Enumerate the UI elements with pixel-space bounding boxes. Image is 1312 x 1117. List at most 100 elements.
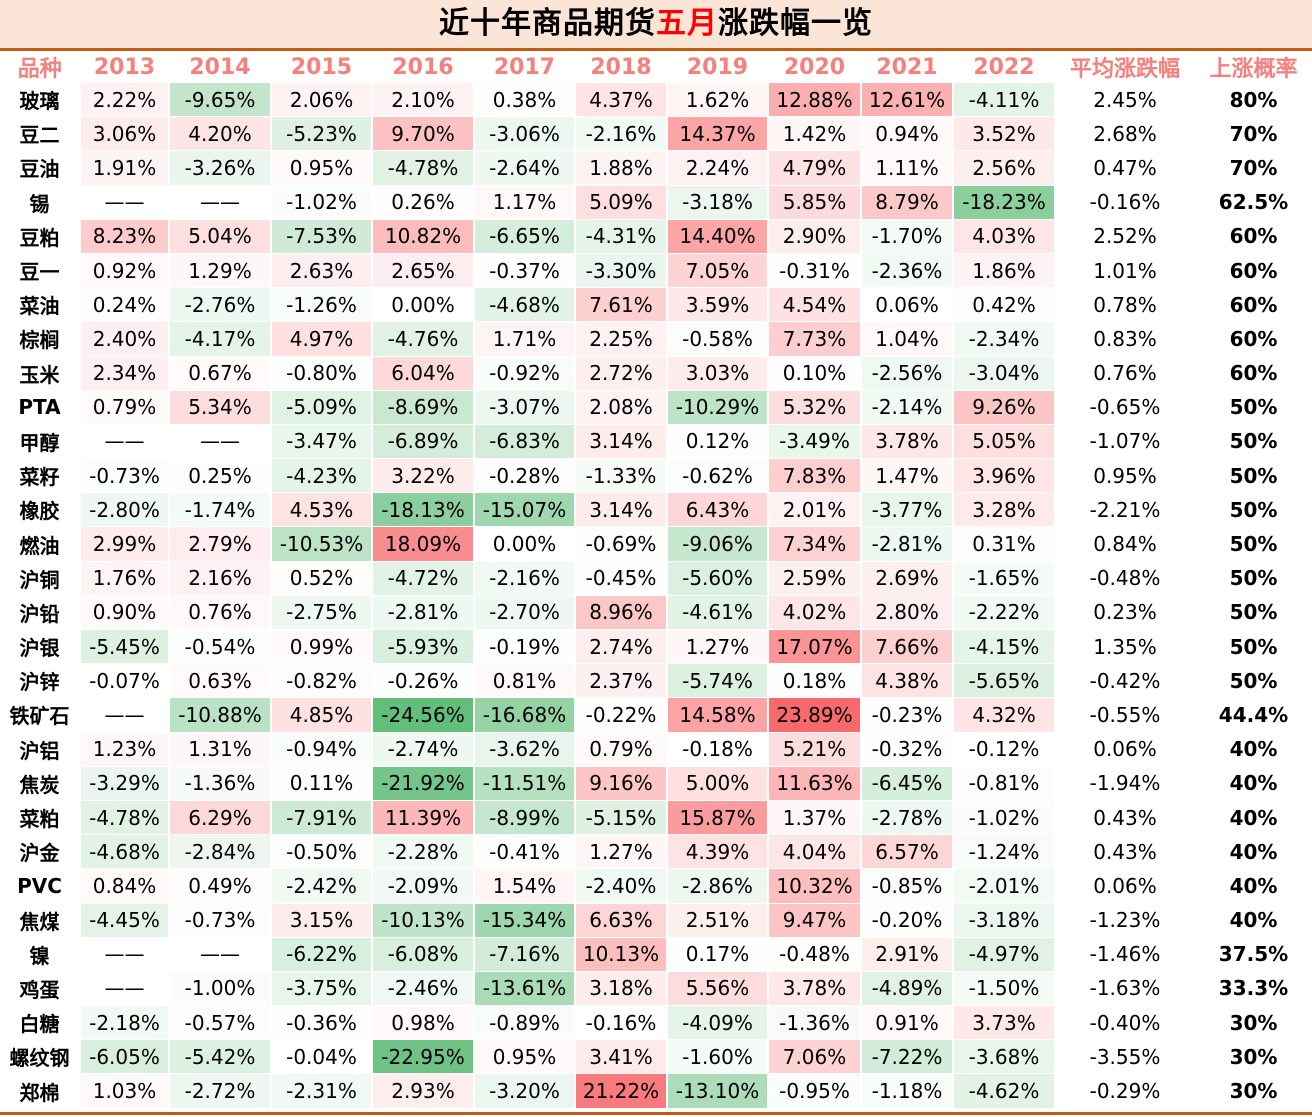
commodity-name: 沪金 bbox=[0, 834, 81, 870]
average-change: 0.23% bbox=[1055, 595, 1196, 631]
year-change: 1.62% bbox=[667, 83, 769, 118]
year-change: 9.16% bbox=[575, 766, 668, 801]
commodity-name: 白糖 bbox=[0, 1005, 81, 1041]
top-rule bbox=[0, 48, 1312, 51]
year-change: 10.32% bbox=[768, 868, 862, 904]
rise-probability: 44.4% bbox=[1195, 697, 1312, 733]
year-change: -16.68% bbox=[474, 697, 576, 733]
year-change: 7.83% bbox=[768, 458, 862, 494]
average-change: -1.07% bbox=[1055, 424, 1196, 460]
table-row: 沪锌 -0.07% 0.63% -0.82% -0.26% 0.81% 2.37% -5.74… bbox=[0, 663, 1312, 699]
average-change: -1.63% bbox=[1055, 971, 1196, 1007]
table-body: 玻璃 2.22% -9.65% 2.06% 2.10% 0.38% 4.37% 1.62% 12… bbox=[0, 83, 1312, 1109]
year-change: 3.96% bbox=[953, 458, 1056, 494]
average-change: -0.42% bbox=[1055, 663, 1196, 699]
commodity-name: 沪银 bbox=[0, 629, 81, 665]
year-change: -0.23% bbox=[861, 697, 954, 733]
bottom-rule bbox=[0, 1112, 1312, 1115]
rise-probability: 40% bbox=[1195, 834, 1312, 870]
year-change: -2.74% bbox=[372, 732, 475, 767]
commodity-name: 豆油 bbox=[0, 150, 81, 186]
table-row: 玉米 2.34% 0.67% -0.80% 6.04% -0.92% 2.72% 3.03% 0… bbox=[0, 356, 1312, 391]
rise-probability: 50% bbox=[1195, 424, 1312, 460]
year-change: -0.37% bbox=[474, 253, 576, 289]
year-change: 0.10% bbox=[768, 356, 862, 391]
year-change: -4.76% bbox=[372, 321, 475, 357]
year-change: -0.26% bbox=[372, 663, 475, 699]
year-change: 4.37% bbox=[575, 83, 668, 118]
year-change: -5.42% bbox=[169, 1039, 272, 1075]
year-change: -10.53% bbox=[271, 526, 373, 562]
year-change: -0.04% bbox=[271, 1039, 373, 1075]
year-change: -4.78% bbox=[80, 800, 170, 836]
year-change: -2.81% bbox=[861, 526, 954, 562]
average-change: 0.43% bbox=[1055, 834, 1196, 870]
year-change: 2.93% bbox=[372, 1073, 475, 1109]
year-change: 0.26% bbox=[372, 185, 475, 220]
rise-probability: 80% bbox=[1195, 83, 1312, 118]
year-change: -2.42% bbox=[271, 868, 373, 904]
commodity-name: 郑棉 bbox=[0, 1073, 81, 1109]
rise-probability: 50% bbox=[1195, 595, 1312, 631]
commodity-name: PVC bbox=[0, 868, 81, 904]
year-change: 1.71% bbox=[474, 321, 576, 357]
year-change: -7.91% bbox=[271, 800, 373, 836]
rise-probability: 50% bbox=[1195, 526, 1312, 562]
year-change: 0.79% bbox=[80, 390, 170, 425]
year-change: -1.02% bbox=[271, 185, 373, 220]
year-change: 0.98% bbox=[372, 1005, 475, 1041]
year-change: 4.39% bbox=[667, 834, 769, 870]
year-change: 2.80% bbox=[861, 595, 954, 631]
year-change: 1.27% bbox=[667, 629, 769, 665]
year-change: 2.37% bbox=[575, 663, 668, 699]
average-change: -0.55% bbox=[1055, 697, 1196, 733]
table-row: 豆二 3.06% 4.20% -5.23% 9.70% -3.06% -2.16% 14.37… bbox=[0, 116, 1312, 152]
year-change: 11.39% bbox=[372, 800, 475, 836]
year-change: 3.59% bbox=[667, 287, 769, 323]
year-change: -15.07% bbox=[474, 492, 576, 528]
column-header: 2015 bbox=[271, 51, 373, 83]
commodity-name: 豆一 bbox=[0, 253, 81, 289]
year-change: -0.22% bbox=[575, 697, 668, 733]
year-change: -1.50% bbox=[953, 971, 1056, 1007]
year-change: -1.36% bbox=[768, 1005, 862, 1041]
year-change: -3.49% bbox=[768, 424, 862, 460]
table-row: 菜籽 -0.73% 0.25% -4.23% 3.22% -0.28% -1.33% -0.6… bbox=[0, 458, 1312, 494]
year-change: 1.03% bbox=[80, 1073, 170, 1109]
year-change: 10.13% bbox=[575, 937, 668, 972]
average-change: 0.76% bbox=[1055, 356, 1196, 391]
year-change: 2.65% bbox=[372, 253, 475, 289]
year-change: -6.89% bbox=[372, 424, 475, 460]
year-change: -1.65% bbox=[953, 561, 1056, 596]
year-change: 0.17% bbox=[667, 937, 769, 972]
table-row: 焦煤 -4.45% -0.73% 3.15% -10.13% -15.34% 6.63% 2.… bbox=[0, 903, 1312, 938]
year-change: -4.11% bbox=[953, 83, 1056, 118]
rise-probability: 50% bbox=[1195, 629, 1312, 665]
year-change: -3.68% bbox=[953, 1039, 1056, 1075]
year-change: -0.32% bbox=[861, 732, 954, 767]
year-change: —— bbox=[169, 185, 272, 220]
average-change: 0.78% bbox=[1055, 287, 1196, 323]
average-change: 0.95% bbox=[1055, 458, 1196, 494]
year-change: —— bbox=[169, 424, 272, 460]
commodity-name: 焦炭 bbox=[0, 766, 81, 801]
year-change: -3.62% bbox=[474, 732, 576, 767]
year-change: -13.10% bbox=[667, 1073, 769, 1109]
table-row: 铁矿石 —— -10.88% 4.85% -24.56% -16.68% -0.22% 14.… bbox=[0, 697, 1312, 733]
average-change: 2.45% bbox=[1055, 83, 1196, 118]
year-change: 9.70% bbox=[372, 116, 475, 152]
table-row: 沪铝 1.23% 1.31% -0.94% -2.74% -3.62% 0.79% -0.18… bbox=[0, 732, 1312, 767]
table-row: 锡 —— —— -1.02% 0.26% 1.17% 5.09% -3.18% 5.85% 8.7… bbox=[0, 185, 1312, 220]
year-change: —— bbox=[80, 937, 170, 972]
year-change: 15.87% bbox=[667, 800, 769, 836]
year-change: 3.22% bbox=[372, 458, 475, 494]
table-row: 棕榈 2.40% -4.17% 4.97% -4.76% 1.71% 2.25% -0.58%… bbox=[0, 321, 1312, 357]
year-change: -2.16% bbox=[575, 116, 668, 152]
year-change: 2.40% bbox=[80, 321, 170, 357]
year-change: 0.91% bbox=[861, 1005, 954, 1041]
year-change: 2.99% bbox=[80, 526, 170, 562]
year-change: 6.57% bbox=[861, 834, 954, 870]
year-change: -3.04% bbox=[953, 356, 1056, 391]
commodity-name: 棕榈 bbox=[0, 321, 81, 357]
rise-probability: 40% bbox=[1195, 732, 1312, 767]
